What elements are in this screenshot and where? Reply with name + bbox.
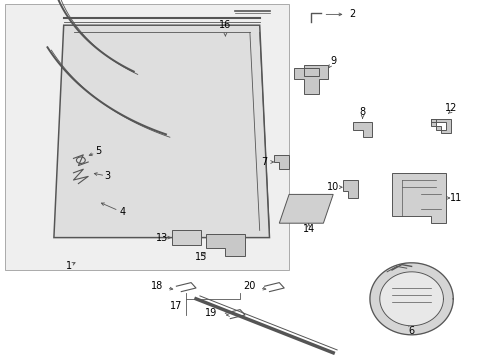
Polygon shape <box>380 272 443 326</box>
Text: 6: 6 <box>409 326 415 336</box>
Polygon shape <box>343 180 358 198</box>
Text: 12: 12 <box>444 103 457 113</box>
Text: 2: 2 <box>350 9 356 19</box>
Text: 1: 1 <box>66 261 72 271</box>
Text: 19: 19 <box>205 308 217 318</box>
Text: 8: 8 <box>360 107 366 117</box>
Text: 18: 18 <box>151 281 163 291</box>
Text: 16: 16 <box>219 20 231 30</box>
Text: 15: 15 <box>195 252 207 262</box>
Polygon shape <box>206 234 245 256</box>
Text: 20: 20 <box>244 281 256 291</box>
Polygon shape <box>274 155 289 169</box>
Text: 3: 3 <box>105 171 111 181</box>
Polygon shape <box>279 194 333 223</box>
Polygon shape <box>431 119 451 133</box>
Polygon shape <box>370 263 453 335</box>
Text: 5: 5 <box>95 146 101 156</box>
Text: 10: 10 <box>327 182 339 192</box>
Polygon shape <box>172 230 201 245</box>
Polygon shape <box>54 25 270 238</box>
Text: 17: 17 <box>170 301 183 311</box>
Polygon shape <box>353 122 372 137</box>
Text: 9: 9 <box>330 56 336 66</box>
Text: 4: 4 <box>120 207 125 217</box>
Polygon shape <box>392 173 446 223</box>
FancyBboxPatch shape <box>5 4 289 270</box>
Polygon shape <box>294 65 328 94</box>
Text: 14: 14 <box>303 224 315 234</box>
Text: 13: 13 <box>156 233 168 243</box>
Text: 11: 11 <box>450 193 462 203</box>
Text: 7: 7 <box>262 157 268 167</box>
